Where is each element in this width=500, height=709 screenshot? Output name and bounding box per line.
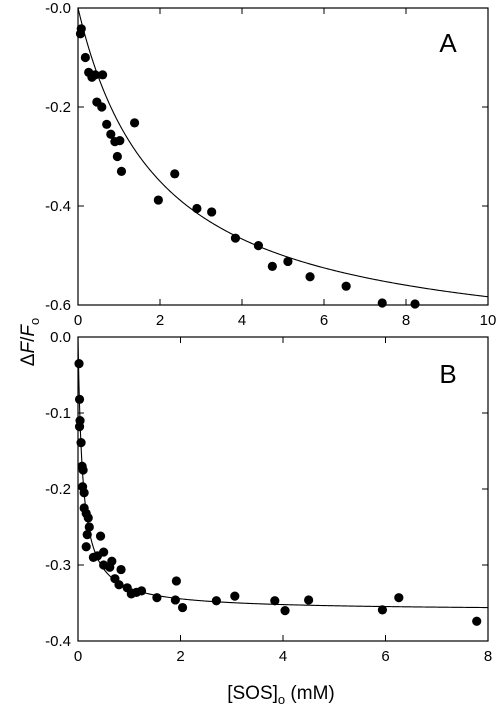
x-axis-title: [SOS]o (mM): [227, 683, 335, 707]
y-tick-label-a: -0.6: [45, 297, 71, 314]
x-tick-label-a: 2: [156, 312, 164, 329]
y-tick-label-a: -0.2: [45, 99, 71, 116]
data-point-a: [207, 207, 217, 217]
data-point-a: [410, 299, 420, 309]
data-point-b: [280, 606, 290, 616]
data-point-b: [270, 596, 280, 606]
data-point-b: [136, 586, 147, 596]
x-tick-label-b: 8: [484, 648, 492, 665]
data-point-a: [115, 136, 125, 146]
x-tick-label-a: 4: [238, 312, 246, 329]
x-tick-label-b: 4: [279, 648, 287, 665]
y-tick-label-b: -0.3: [45, 557, 71, 574]
data-point-a: [153, 195, 163, 205]
data-point-b: [83, 513, 93, 523]
data-point-b: [394, 593, 404, 603]
data-point-b: [76, 438, 86, 448]
data-point-b: [74, 422, 85, 432]
y-tick-label-b: -0.2: [45, 481, 71, 498]
x-tick-label-b: 0: [74, 648, 82, 665]
data-point-b: [304, 595, 314, 605]
data-point-b: [211, 596, 221, 606]
data-point-b: [230, 591, 240, 601]
data-point-a: [129, 118, 140, 128]
data-point-b: [170, 595, 180, 605]
data-point-a: [98, 70, 108, 80]
data-point-b: [84, 522, 94, 532]
panel-a: 0 2 4 6 8 10 -0.0 -0.2 -0.4 -0.6 A: [45, 0, 496, 329]
panel-label-a: A: [439, 28, 457, 58]
x-tick-label-a: 6: [320, 312, 328, 329]
data-point-b: [116, 564, 126, 575]
data-point-a: [116, 166, 127, 176]
x-tick-label-a: 0: [74, 312, 82, 329]
data-point-b: [152, 593, 162, 603]
x-tick-label-b: 6: [381, 648, 389, 665]
data-point-a: [230, 233, 241, 243]
data-point-b: [177, 602, 188, 613]
data-point-a: [112, 151, 122, 162]
data-point-a: [253, 241, 263, 251]
y-tick-label-b: -0.1: [45, 405, 71, 422]
data-point-b: [171, 576, 181, 586]
data-point-b: [99, 547, 109, 557]
y-tick-label-b: -0.4: [45, 633, 71, 650]
y-tick-label-a: -0.4: [45, 198, 71, 215]
fit-curve-b: [77, 336, 489, 609]
data-point-b: [114, 580, 124, 590]
data-point-b: [82, 530, 92, 540]
data-point-a: [80, 52, 90, 63]
data-point-b: [95, 531, 106, 541]
data-point-a: [170, 169, 180, 179]
data-point-b: [81, 542, 91, 552]
y-tick-label-a: -0.0: [45, 0, 71, 17]
panel-b: 0 2 4 6 8 0.0 -0.1 -0.2 -0.3 -0.4 B: [45, 329, 492, 665]
data-point-b: [472, 616, 482, 626]
data-point-a: [97, 102, 107, 112]
data-point-b: [74, 359, 84, 369]
data-point-a: [90, 70, 100, 80]
x-tick-label-a: 8: [402, 312, 410, 329]
data-point-b: [377, 605, 388, 615]
plot-frame-a: [77, 7, 489, 306]
y-axis-title: ΔF/Fo: [18, 318, 42, 366]
data-point-a: [102, 119, 112, 129]
data-point-a: [192, 203, 202, 214]
data-point-a: [267, 261, 277, 271]
y-tick-label-b: 0.0: [50, 329, 71, 346]
fit-curve-a: [77, 7, 489, 298]
data-point-b: [74, 394, 85, 404]
data-point-a: [341, 281, 351, 291]
data-point-a: [305, 272, 315, 282]
data-point-a: [76, 24, 86, 34]
x-tick-label-a: 10: [480, 312, 497, 329]
data-point-b: [79, 488, 89, 498]
panel-label-b: B: [439, 359, 456, 389]
data-point-a: [377, 298, 387, 308]
data-point-a: [106, 129, 116, 139]
data-point-b: [107, 556, 117, 566]
x-tick-label-b: 2: [176, 648, 184, 665]
data-point-b: [78, 465, 88, 475]
data-point-a: [283, 256, 293, 267]
